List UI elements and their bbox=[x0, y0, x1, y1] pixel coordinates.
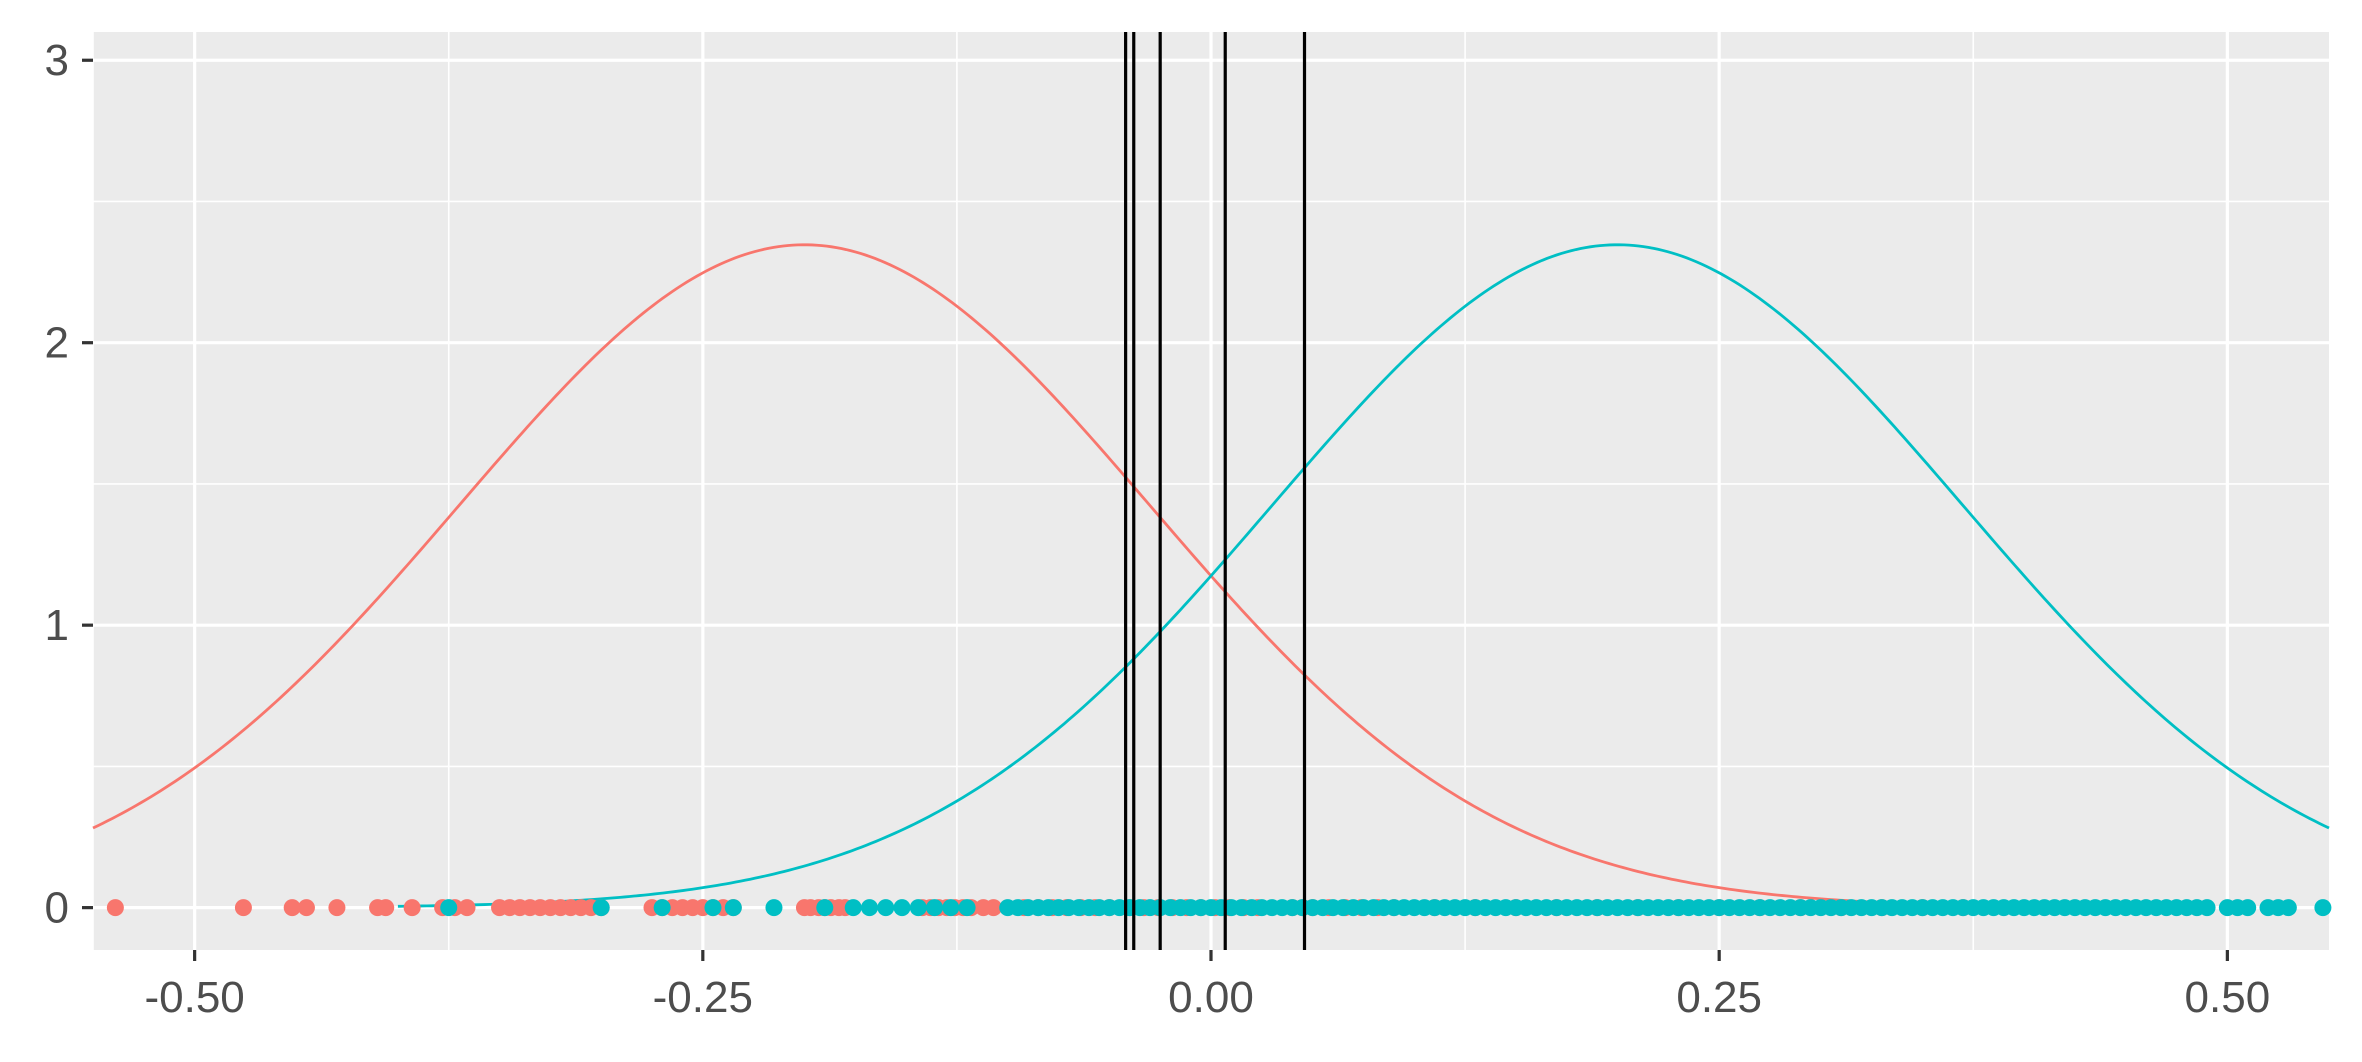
point-group-1 bbox=[297, 899, 315, 917]
point-group-2 bbox=[2239, 899, 2257, 917]
point-group-1 bbox=[377, 899, 395, 917]
point-group-2 bbox=[942, 899, 960, 917]
y-tick-label: 3 bbox=[45, 36, 69, 85]
axes: -0.50 -0.25 0.00 0.25 0.50 0 1 2 3 bbox=[45, 36, 2271, 1022]
y-tick-label: 0 bbox=[45, 884, 69, 933]
point-group-2 bbox=[2198, 899, 2216, 917]
point-group-2 bbox=[877, 899, 895, 917]
point-group-2 bbox=[765, 899, 783, 917]
point-group-2 bbox=[844, 899, 862, 917]
point-group-2 bbox=[909, 899, 927, 917]
point-group-2 bbox=[440, 899, 458, 917]
point-group-2 bbox=[958, 899, 976, 917]
rug-points bbox=[106, 899, 2332, 917]
point-group-1 bbox=[234, 899, 252, 917]
x-tick-label: 0.50 bbox=[2185, 973, 2271, 1022]
point-group-2 bbox=[861, 899, 879, 917]
x-tick-label: -0.25 bbox=[653, 973, 753, 1022]
point-group-1 bbox=[403, 899, 421, 917]
point-group-1 bbox=[458, 899, 476, 917]
point-group-2 bbox=[653, 899, 671, 917]
x-tick-label: 0.00 bbox=[1168, 973, 1254, 1022]
density-curve-2 bbox=[397, 243, 2330, 908]
point-group-2 bbox=[816, 899, 834, 917]
x-tick-label: -0.50 bbox=[144, 973, 244, 1022]
point-group-2 bbox=[704, 899, 722, 917]
point-group-2 bbox=[2279, 899, 2297, 917]
point-group-2 bbox=[592, 899, 610, 917]
y-tick-label: 2 bbox=[45, 319, 69, 368]
point-group-2 bbox=[893, 899, 911, 917]
point-group-1 bbox=[106, 899, 124, 917]
density-curve-1 bbox=[92, 243, 2025, 908]
point-group-2 bbox=[724, 899, 742, 917]
point-group-1 bbox=[328, 899, 346, 917]
vertical-lines bbox=[1124, 32, 1307, 950]
density-curves bbox=[92, 243, 2330, 908]
point-group-1 bbox=[984, 899, 1002, 917]
point-group-2 bbox=[2314, 899, 2332, 917]
point-group-2 bbox=[926, 899, 944, 917]
y-tick-label: 1 bbox=[45, 601, 69, 650]
point-group-1 bbox=[283, 899, 301, 917]
x-tick-label: 0.25 bbox=[1676, 973, 1762, 1022]
